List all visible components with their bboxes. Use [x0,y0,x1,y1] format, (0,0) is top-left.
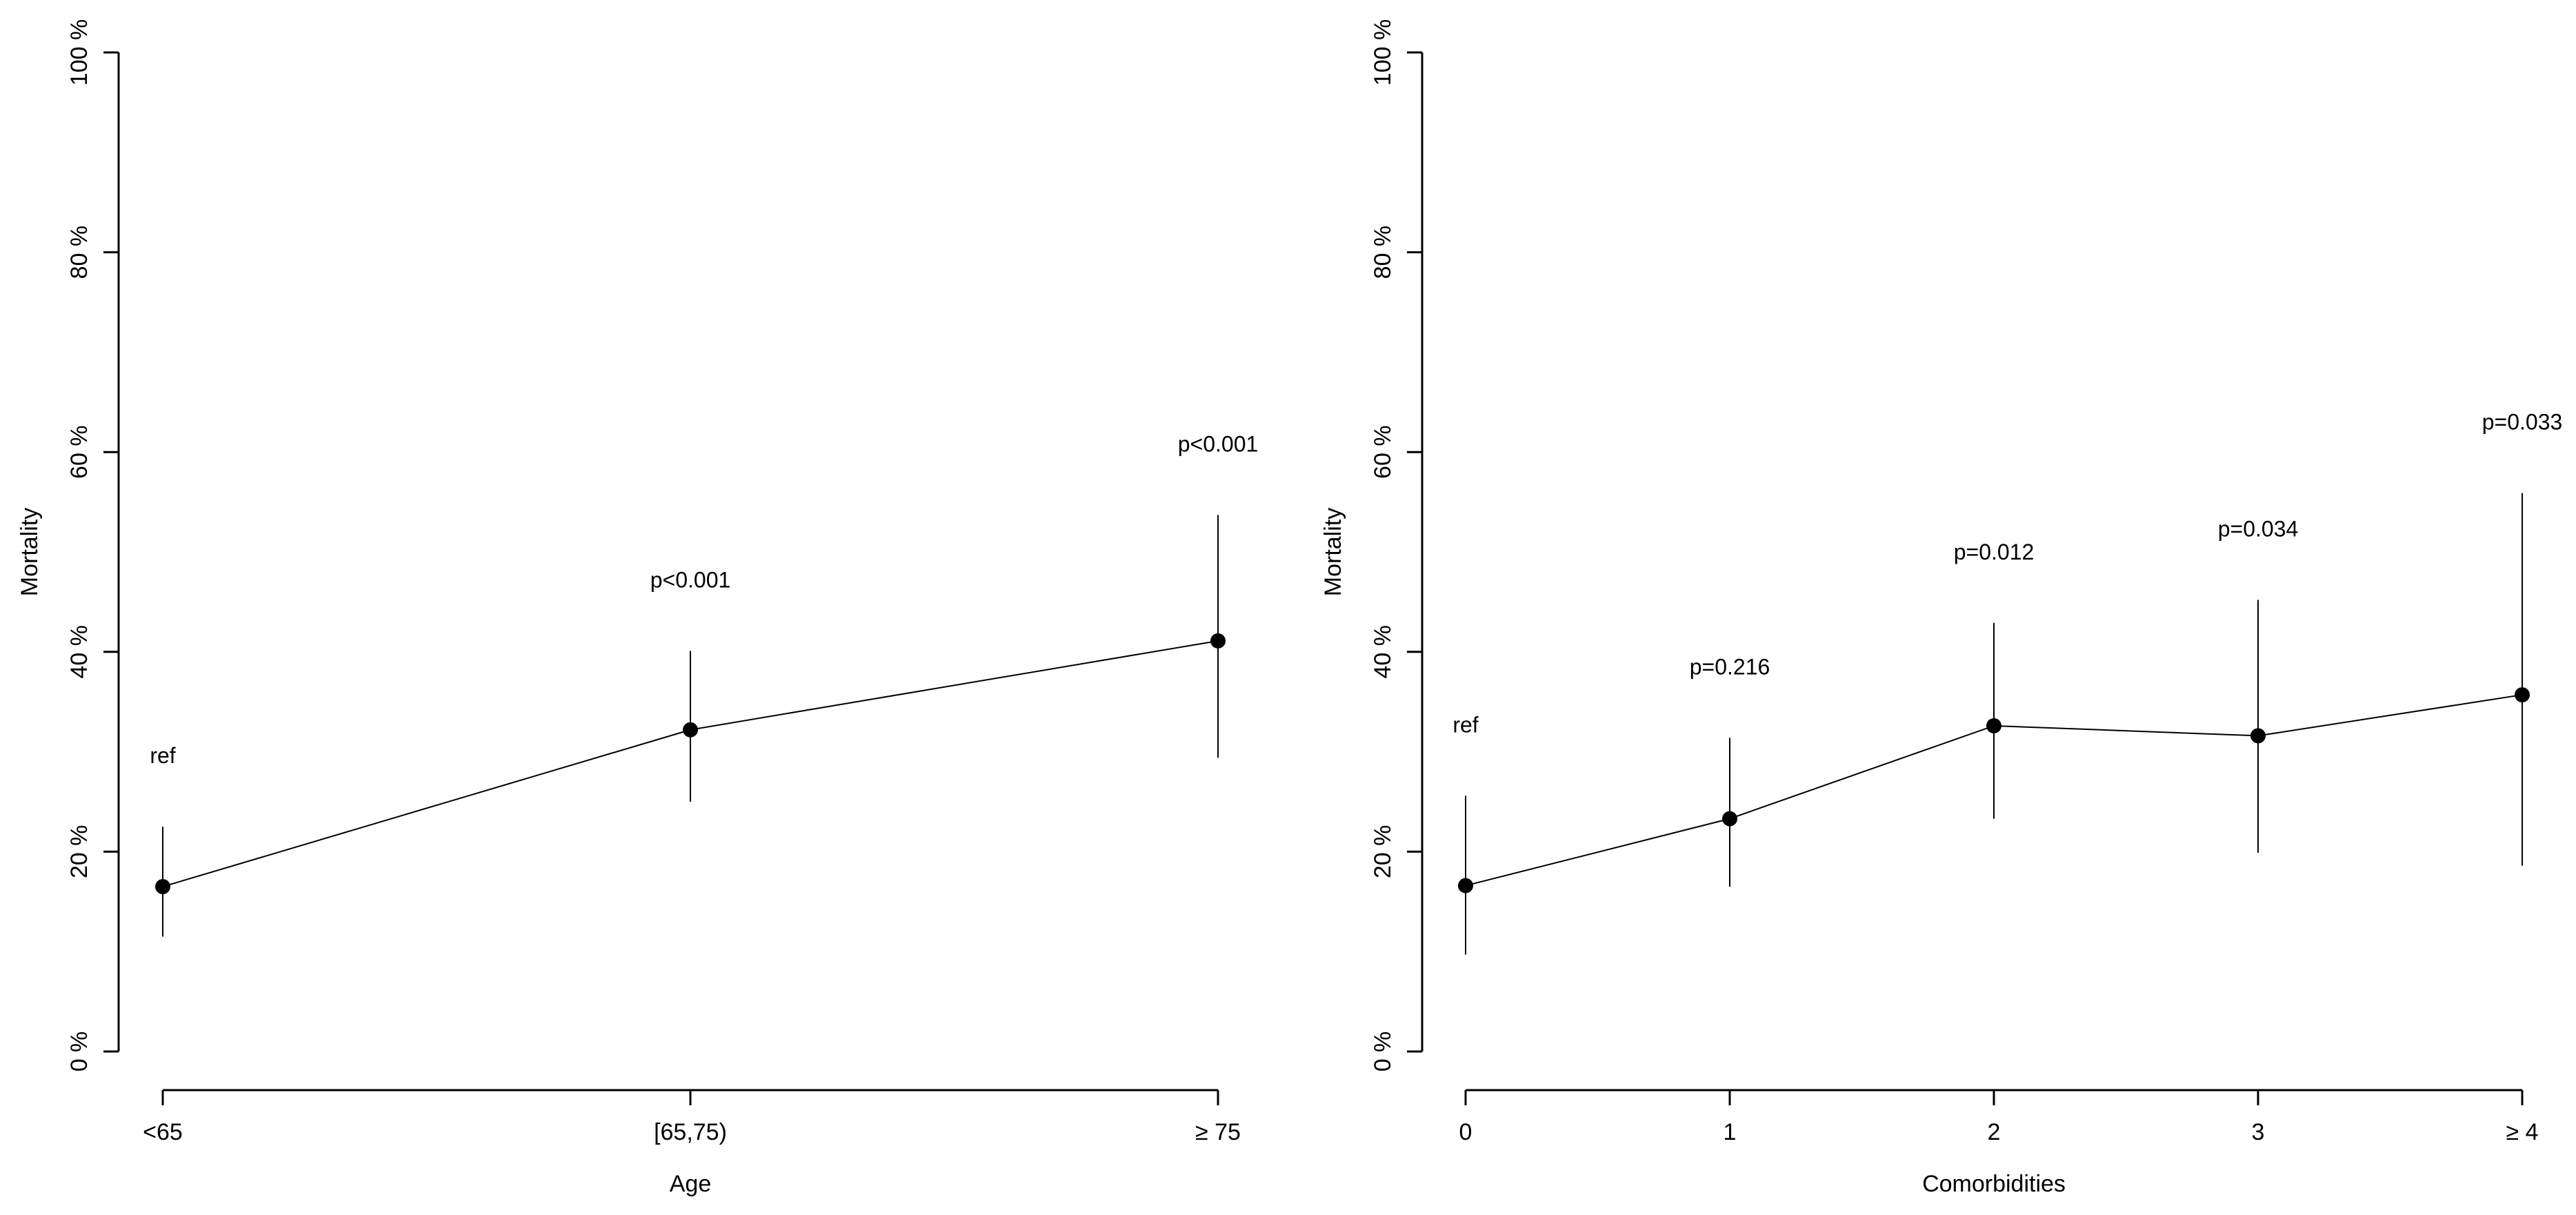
p-value-annotation: p=0.012 [1954,540,2035,564]
y-tick-label: 80 % [66,226,92,279]
y-tick-label: 0 % [66,1031,92,1072]
data-point [155,879,170,895]
y-tick-label: 80 % [1370,226,1396,279]
data-point [1722,811,1737,827]
x-tick-label: 1 [1724,1119,1737,1145]
p-value-annotation: p=0.033 [2482,410,2563,435]
x-tick-label: 3 [2252,1119,2265,1145]
p-value-annotation: p<0.001 [650,567,731,592]
x-axis-title: Age [670,1171,712,1197]
data-point [2515,687,2530,703]
data-point [1986,718,2001,733]
y-tick-label: 20 % [1370,825,1396,879]
y-tick-label: 40 % [66,625,92,679]
data-point [2250,728,2266,744]
y-tick-label: 0 % [1370,1031,1396,1072]
x-tick-label: 2 [1988,1119,2001,1145]
y-tick-label: 100 % [1370,19,1396,86]
x-tick-label: ≥ 75 [1195,1119,1241,1145]
y-tick-label: 20 % [66,825,92,879]
x-tick-label: 0 [1459,1119,1472,1145]
x-tick-label: ≥ 4 [2506,1119,2538,1145]
data-point [1210,633,1226,649]
p-value-annotation: p=0.216 [1690,654,1770,679]
data-point [1458,878,1473,893]
y-tick-label: 40 % [1370,625,1396,679]
comorbidities-mortality-chart: 0 % 20 % 40 % 60 % 80 % 100 % Mortality 0 1 2 3 ≥ 4… [1320,19,2562,1197]
p-value-annotation: p<0.001 [1178,431,1259,456]
y-tick-label: 100 % [66,19,92,86]
y-axis-title: Mortality [1320,508,1346,596]
data-point [683,722,698,738]
age-mortality-chart: 0 % 20 % 40 % 60 % 80 % 100 % Mortality <65 [65,… [17,19,1258,1197]
x-tick-label: <65 [143,1119,183,1145]
x-tick-label: [65,75) [654,1119,727,1145]
x-axis-title: Comorbidities [1922,1171,2066,1197]
p-value-annotation: ref [150,743,175,768]
y-tick-label: 60 % [1370,425,1396,479]
p-value-annotation: ref [1452,712,1478,737]
y-tick-label: 60 % [66,425,92,479]
p-value-annotation: p=0.034 [2218,517,2299,542]
y-axis-title: Mortality [17,508,43,596]
